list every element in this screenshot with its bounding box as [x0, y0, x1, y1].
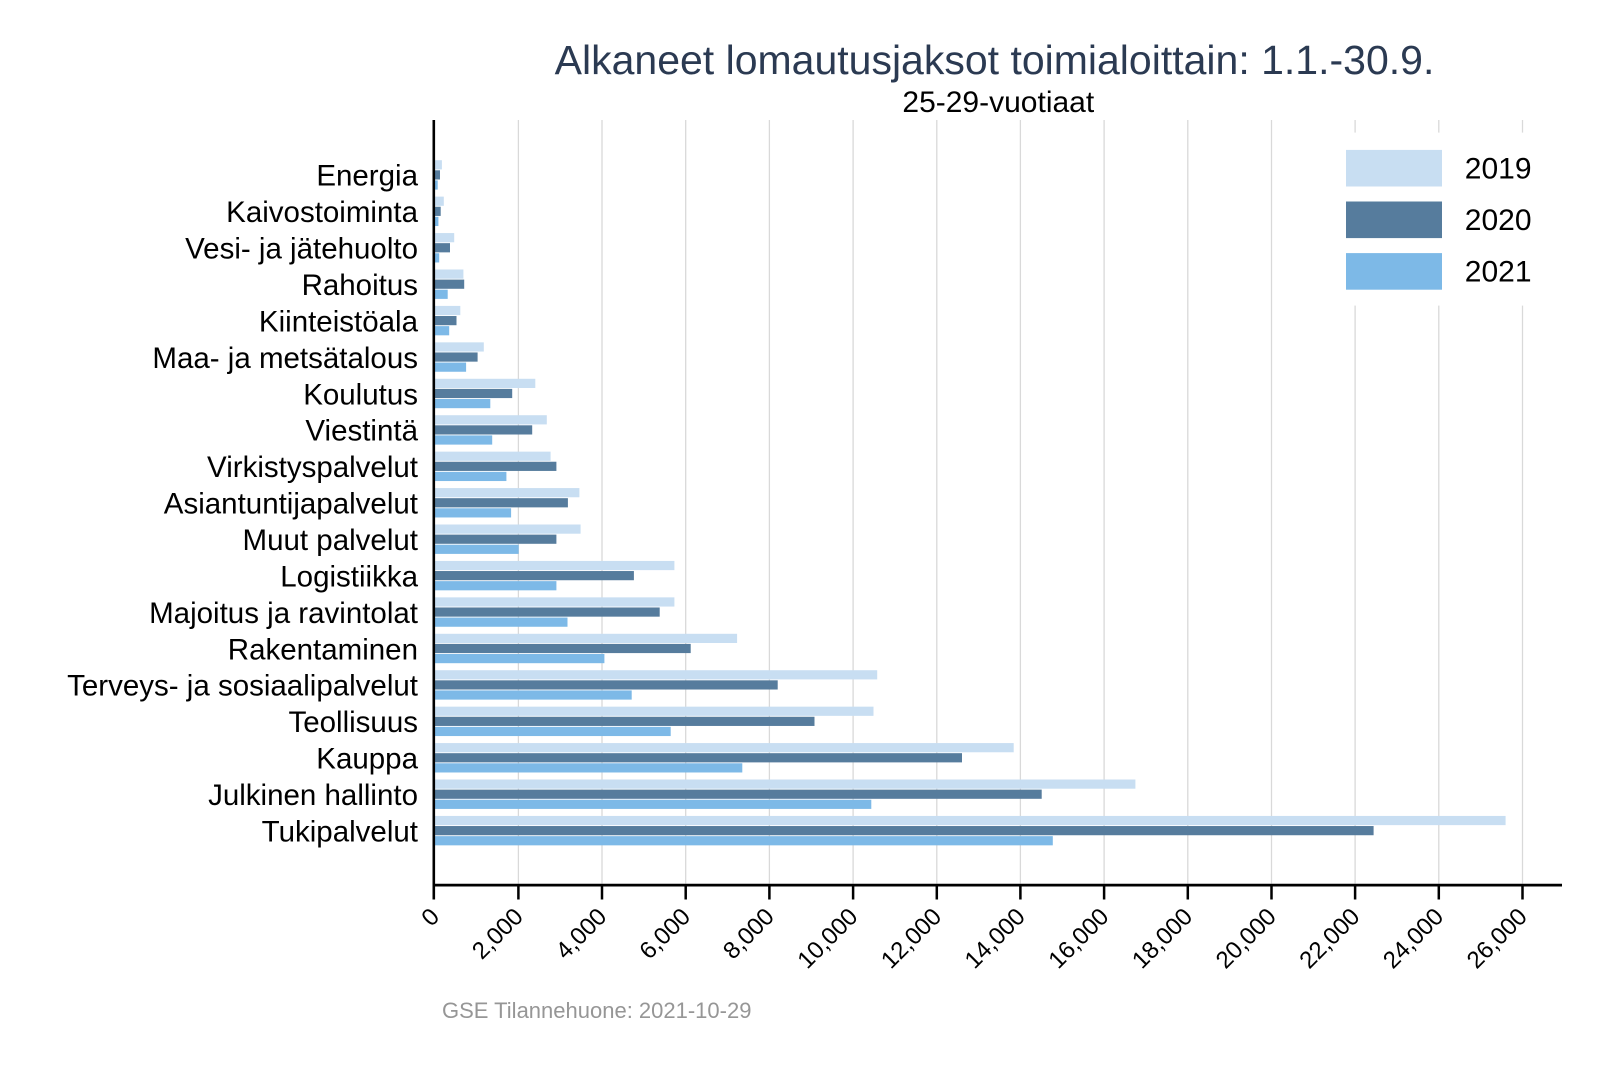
svg-text:2020: 2020	[1465, 204, 1532, 237]
svg-text:Energia: Energia	[316, 160, 418, 193]
svg-text:Muut palvelut: Muut palvelut	[243, 524, 418, 557]
svg-text:Kauppa: Kauppa	[316, 743, 418, 776]
svg-text:Asiantuntijapalvelut: Asiantuntijapalvelut	[164, 488, 418, 521]
svg-text:25-29-vuotiaat: 25-29-vuotiaat	[902, 86, 1094, 119]
svg-text:Logistiikka: Logistiikka	[280, 560, 418, 593]
svg-text:Alkaneet lomautusjaksot toimia: Alkaneet lomautusjaksot toimialoittain: …	[555, 37, 1435, 83]
svg-text:Julkinen hallinto: Julkinen hallinto	[208, 779, 418, 812]
svg-text:Rahoitus: Rahoitus	[302, 269, 418, 302]
svg-text:Majoitus ja ravintolat: Majoitus ja ravintolat	[149, 597, 418, 630]
svg-text:Terveys- ja sosiaalipalvelut: Terveys- ja sosiaalipalvelut	[67, 670, 418, 703]
svg-text:Teollisuus: Teollisuus	[288, 706, 418, 739]
svg-text:Kaivostoiminta: Kaivostoiminta	[226, 196, 418, 229]
svg-text:Viestintä: Viestintä	[305, 415, 418, 448]
svg-text:Koulutus: Koulutus	[303, 378, 418, 411]
svg-text:Tukipalvelut: Tukipalvelut	[262, 815, 418, 848]
svg-text:Maa- ja metsätalous: Maa- ja metsätalous	[152, 342, 418, 375]
svg-text:2019: 2019	[1465, 153, 1532, 186]
svg-text:Vesi- ja jätehuolto: Vesi- ja jätehuolto	[185, 233, 418, 266]
svg-text:Kiinteistöala: Kiinteistöala	[259, 305, 419, 338]
svg-text:Virkistyspalvelut: Virkistyspalvelut	[207, 451, 418, 484]
svg-text:GSE Tilannehuone: 2021-10-29: GSE Tilannehuone: 2021-10-29	[442, 998, 751, 1023]
svg-text:Rakentaminen: Rakentaminen	[228, 633, 418, 666]
svg-text:2021: 2021	[1465, 256, 1532, 289]
